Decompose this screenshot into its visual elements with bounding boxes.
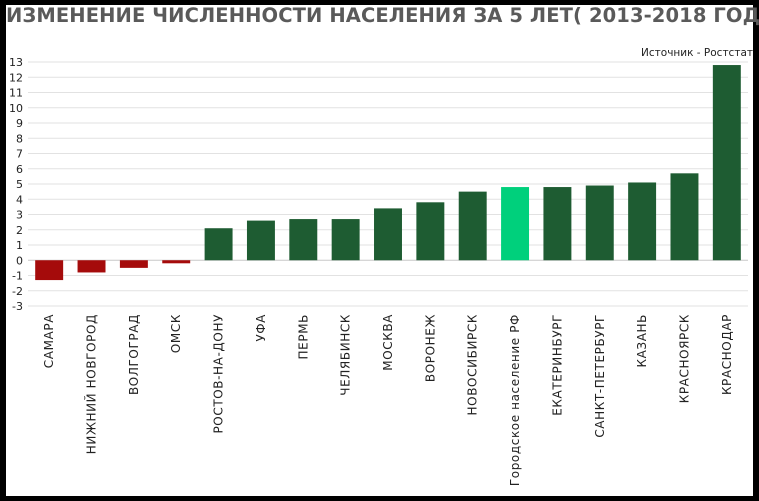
x-tick-label: КРАСНОЯРСК xyxy=(677,314,691,403)
x-tick-label: РОСТОВ-НА-ДОНУ xyxy=(212,314,226,434)
y-tick-label: 2 xyxy=(16,224,23,237)
y-tick-label: 7 xyxy=(16,148,23,161)
bar xyxy=(628,182,657,261)
y-tick-label: 3 xyxy=(16,209,23,222)
bar xyxy=(458,191,487,261)
x-tick-label: Городское население РФ xyxy=(508,314,522,486)
y-tick-label: 12 xyxy=(9,71,23,84)
chart-title: ИЗМЕНЕНИЕ ЧИСЛЕННОСТИ НАСЕЛЕНИЯ ЗА 5 ЛЕТ… xyxy=(6,4,759,27)
bar xyxy=(501,187,530,261)
x-tick-label: НОВОСИБИРСК xyxy=(466,314,480,415)
x-tick-label: ОМСК xyxy=(169,314,183,353)
bar xyxy=(585,185,614,261)
x-tick-label: ЧЕЛЯБИНСК xyxy=(339,314,353,396)
bar xyxy=(119,260,148,268)
y-tick-label: 4 xyxy=(16,193,23,206)
x-tick-label: КРАСНОДАР xyxy=(720,314,734,395)
y-tick-label: 0 xyxy=(16,254,23,267)
bar xyxy=(416,202,445,261)
y-tick-label: 9 xyxy=(16,117,23,130)
bar xyxy=(331,219,360,261)
x-tick-label: ПЕРМЬ xyxy=(296,314,310,359)
y-tick-label: 11 xyxy=(9,87,23,100)
y-tick-label: 13 xyxy=(9,56,23,69)
bar xyxy=(289,219,318,261)
bar xyxy=(712,65,741,261)
x-tick-label: САМАРА xyxy=(42,314,56,368)
bar xyxy=(374,208,402,261)
bar xyxy=(77,260,106,273)
bar xyxy=(670,173,699,261)
y-tick-label: 6 xyxy=(16,163,23,176)
bar xyxy=(162,260,191,264)
bar xyxy=(543,187,572,261)
source-note: Источник - Ростстат xyxy=(641,47,753,59)
bar xyxy=(204,228,233,261)
bar xyxy=(246,220,275,261)
x-tick-label: ВОРОНЕЖ xyxy=(423,314,437,382)
x-tick-label: УФА xyxy=(254,314,268,342)
x-tick-label: САНКТ-ПЕТЕРБУРГ xyxy=(593,314,607,438)
y-tick-label: -3 xyxy=(12,300,23,313)
y-tick-label: -2 xyxy=(12,285,23,298)
x-tick-label: МОСКВА xyxy=(381,314,395,371)
bar xyxy=(35,260,64,281)
y-tick-label: 8 xyxy=(16,132,23,145)
y-tick-label: 1 xyxy=(16,239,23,252)
x-tick-label: ВОЛГОГРАД xyxy=(127,314,141,395)
x-tick-label: НИЖНИЙ НОВГОРОД xyxy=(84,314,99,454)
x-tick-label: ЕКАТЕРИНБУРГ xyxy=(550,314,564,416)
x-tick-label: КАЗАНЬ xyxy=(635,314,649,368)
y-tick-label: 5 xyxy=(16,178,23,191)
y-tick-label: 10 xyxy=(9,102,23,115)
y-tick-label: -1 xyxy=(12,270,23,283)
